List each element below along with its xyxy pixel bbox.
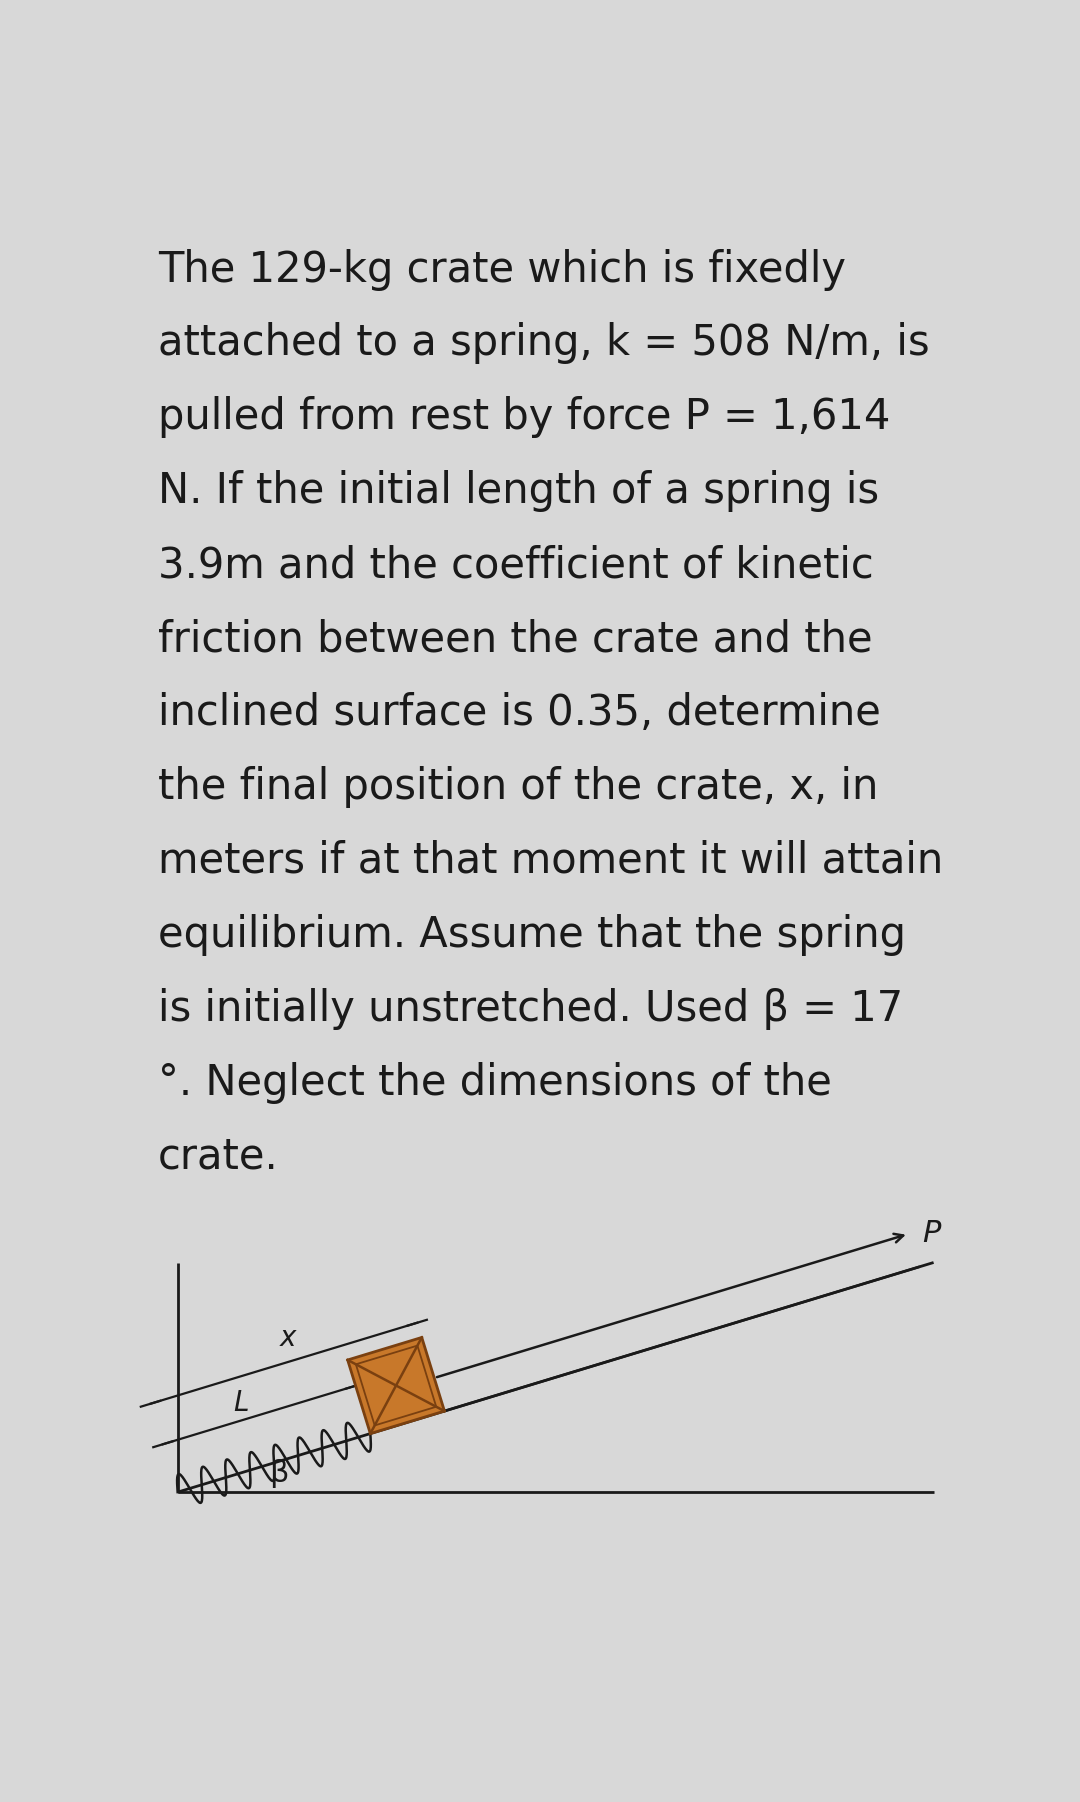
Text: L: L [233, 1389, 248, 1416]
Text: the final position of the crate, x, in: the final position of the crate, x, in [159, 766, 879, 807]
Text: P: P [922, 1220, 941, 1249]
Text: is initially unstretched. Used β = 17: is initially unstretched. Used β = 17 [159, 987, 903, 1029]
Text: attached to a spring, k = 508 N/m, is: attached to a spring, k = 508 N/m, is [159, 323, 930, 364]
Text: 3.9m and the coefficient of kinetic: 3.9m and the coefficient of kinetic [159, 544, 874, 586]
Text: x: x [280, 1324, 296, 1352]
Text: β: β [269, 1458, 288, 1487]
Text: inclined surface is 0.35, determine: inclined surface is 0.35, determine [159, 692, 881, 733]
Text: pulled from rest by force P = 1,614: pulled from rest by force P = 1,614 [159, 396, 891, 438]
Text: friction between the crate and the: friction between the crate and the [159, 618, 873, 660]
Text: The 129-kg crate which is fixedly: The 129-kg crate which is fixedly [159, 249, 847, 290]
Text: crate.: crate. [159, 1135, 279, 1179]
Text: °. Neglect the dimensions of the: °. Neglect the dimensions of the [159, 1061, 832, 1103]
Text: equilibrium. Assume that the spring: equilibrium. Assume that the spring [159, 914, 906, 955]
Text: meters if at that moment it will attain: meters if at that moment it will attain [159, 840, 944, 881]
Polygon shape [348, 1337, 445, 1434]
Text: N. If the initial length of a spring is: N. If the initial length of a spring is [159, 470, 879, 512]
